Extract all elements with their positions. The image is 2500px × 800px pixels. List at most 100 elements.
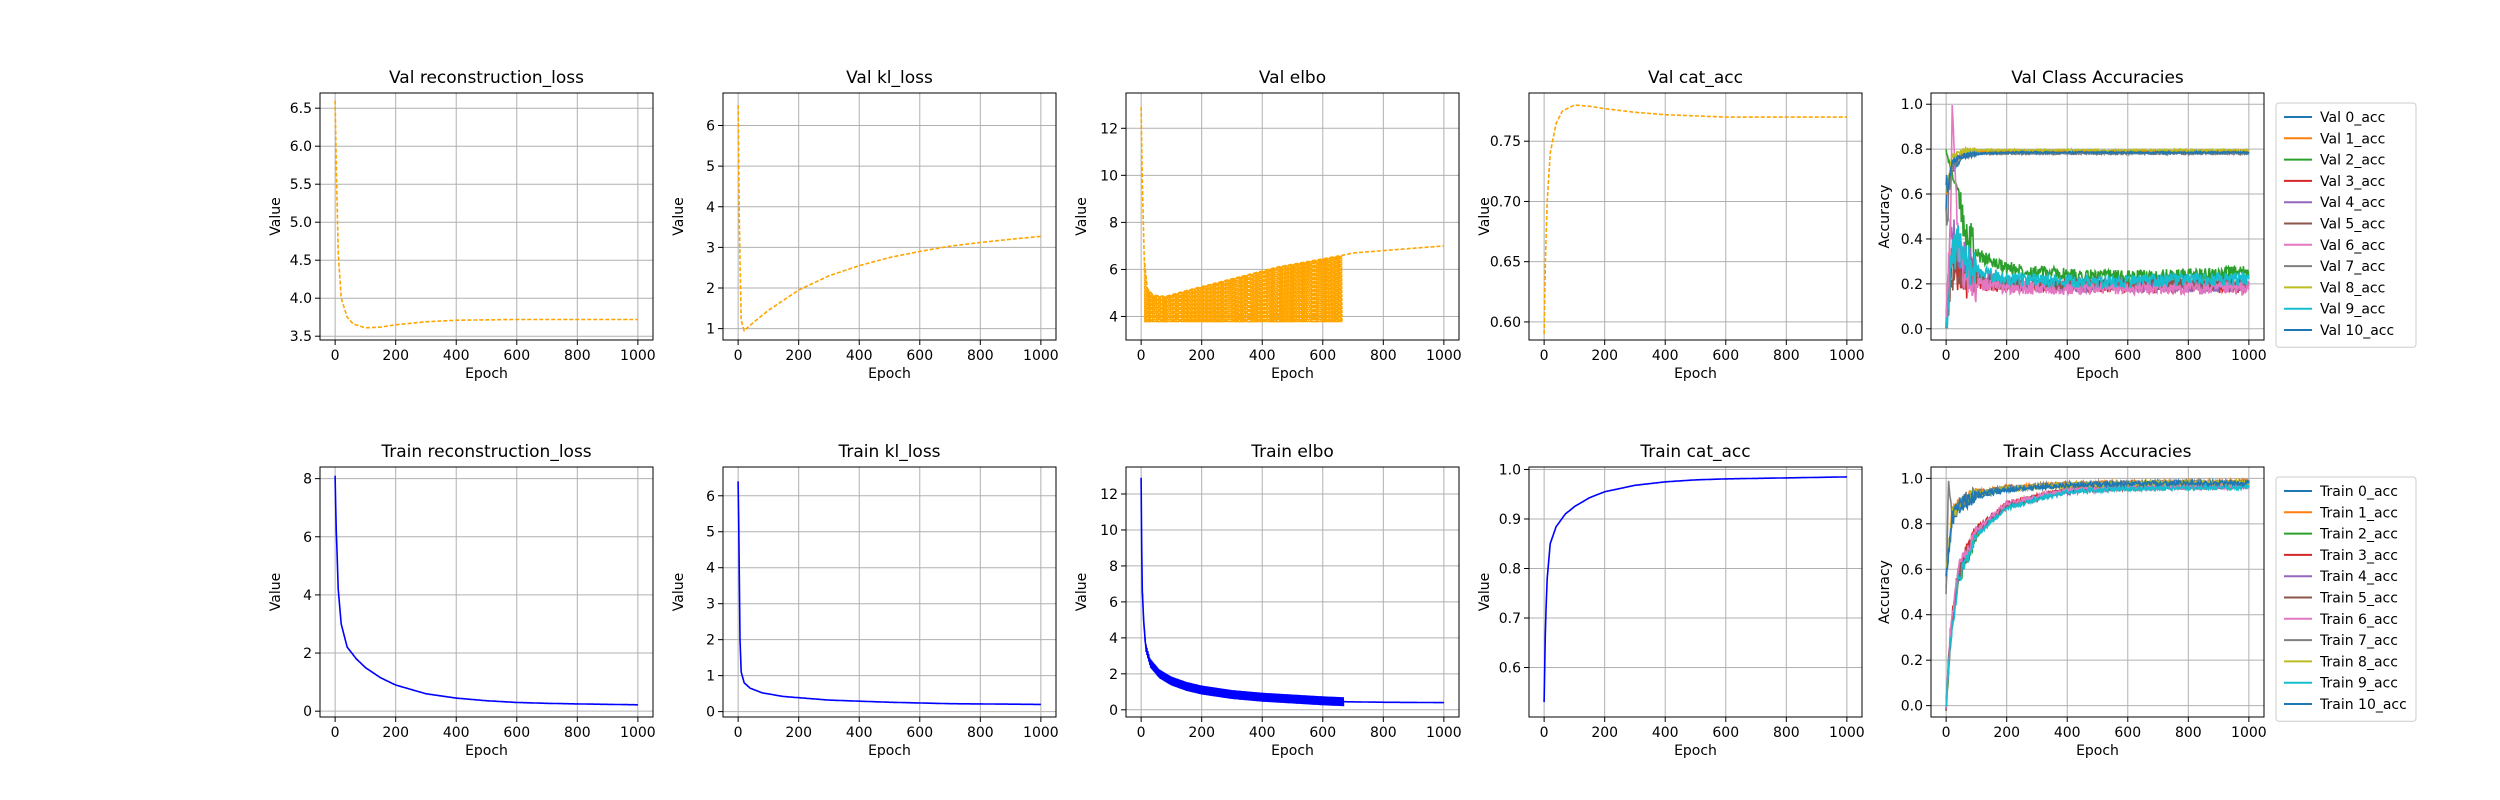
chart-title: Train cat_acc <box>1639 442 1750 462</box>
y-tick-label: 4 <box>1109 631 1118 647</box>
y-tick-label: 6 <box>1109 262 1118 278</box>
x-tick-label: 800 <box>1370 725 1397 741</box>
legend-label: Train 1_acc <box>2319 505 2398 521</box>
x-tick-label: 800 <box>564 348 591 364</box>
y-tick-label: 6 <box>706 119 715 135</box>
y-tick-label: 8 <box>1109 559 1118 575</box>
plot-area <box>334 100 638 329</box>
legend-label: Train 4_acc <box>2319 569 2398 585</box>
legend-label: Val 6_acc <box>2320 238 2385 254</box>
y-tick-label: 0.4 <box>1901 608 1923 624</box>
chart-val_recon: 0 200 400 600 800 1000 3.5 4.0 4.5 5.0 5.5 6.0 6.5 Va… <box>268 68 656 382</box>
series-line-val-kl-loss <box>737 105 1042 333</box>
x-tick-label: 200 <box>1188 725 1215 741</box>
chart-title: Val elbo <box>1259 68 1326 88</box>
legend-label: Val 0_acc <box>2320 110 2385 126</box>
y-tick-label: 2 <box>1109 667 1118 683</box>
x-tick-label: 1000 <box>620 725 656 741</box>
y-tick-label: 0.8 <box>1901 142 1923 158</box>
chart-train_class: 0 200 400 600 800 1000 0.0 0.2 0.4 0.6 0.8 1.0 Train… <box>1877 442 2417 759</box>
x-tick-label: 0 <box>1137 725 1146 741</box>
y-tick-label: 0 <box>303 704 312 720</box>
x-tick-label: 800 <box>564 725 591 741</box>
x-tick-label: 800 <box>1773 725 1800 741</box>
y-tick-label: 2 <box>303 646 312 662</box>
y-tick-label: 0.6 <box>1901 562 1923 578</box>
x-tick-label: 0 <box>734 348 743 364</box>
x-tick-label: 400 <box>1249 348 1276 364</box>
x-axis-label: Epoch <box>2076 366 2119 382</box>
x-tick-label: 600 <box>1712 725 1739 741</box>
x-axis-label: Epoch <box>868 366 911 382</box>
plot-area <box>1543 476 1847 703</box>
x-axis-label: Epoch <box>868 743 911 759</box>
chart-val_elbo: 0 200 400 600 800 1000 4 6 8 10 12 Val elbo Epoch Val… <box>1074 68 1462 382</box>
axes-frame <box>1528 92 1863 341</box>
y-tick-label: 0.2 <box>1901 277 1923 293</box>
axes-frame <box>1930 92 2265 341</box>
legend-label: Val 10_acc <box>2320 323 2394 339</box>
x-tick-label: 600 <box>906 348 933 364</box>
x-tick-label: 400 <box>1652 348 1679 364</box>
x-tick-label: 0 <box>734 725 743 741</box>
axes-frame <box>1930 466 2265 718</box>
x-tick-label: 800 <box>967 348 994 364</box>
y-tick-label: 0.70 <box>1490 194 1521 210</box>
legend-box <box>2275 476 2417 722</box>
x-tick-label: 800 <box>1370 348 1397 364</box>
series-line-val-10-acc <box>1945 149 2250 193</box>
chart-title: Train reconstruction_loss <box>380 442 591 462</box>
x-tick-label: 400 <box>443 725 470 741</box>
series-line-val-cat-acc <box>1543 104 1847 335</box>
legend: Train 0_acc Train 1_acc Train 2_acc Train 3… <box>2275 476 2417 722</box>
series-line-train-10-acc <box>1945 477 2250 577</box>
y-axis-label: Value <box>671 197 687 235</box>
y-tick-label: 6.5 <box>290 101 312 117</box>
x-tick-label: 800 <box>2175 725 2202 741</box>
series-line-val-6-acc <box>1945 104 2250 323</box>
y-tick-label: 0.65 <box>1490 255 1521 271</box>
x-axis-label: Epoch <box>1271 366 1314 382</box>
x-tick-label: 1000 <box>620 348 656 364</box>
y-tick-label: 0 <box>706 705 715 721</box>
y-axis-label: Value <box>1477 573 1493 611</box>
y-tick-label: 5.0 <box>290 215 312 231</box>
x-tick-label: 200 <box>382 348 409 364</box>
series-line-val-2-acc <box>1945 149 2250 286</box>
chart-title: Val Class Accuracies <box>2011 68 2184 88</box>
y-tick-label: 8 <box>1109 215 1118 231</box>
chart-train_recon: 0 200 400 600 800 1000 0 2 4 6 8 Train reconstructi… <box>268 442 656 759</box>
y-tick-label: 0.6 <box>1901 187 1923 203</box>
plot-area <box>1945 476 2250 711</box>
x-tick-label: 200 <box>1591 725 1618 741</box>
y-axis-label: Value <box>1074 197 1090 235</box>
y-tick-label: 1 <box>706 669 715 685</box>
y-axis-label: Value <box>268 197 284 235</box>
x-tick-label: 1000 <box>1426 348 1462 364</box>
chart-train_kl: 0 200 400 600 800 1000 0 1 2 3 4 5 6 Train kl_loss Epo… <box>671 442 1059 759</box>
y-tick-label: 0 <box>1109 703 1118 719</box>
axes-frame <box>1125 92 1460 341</box>
axes-frame <box>1125 466 1460 718</box>
series-line-train-9-acc <box>1945 483 2250 707</box>
x-tick-label: 1000 <box>1426 725 1462 741</box>
x-tick-label: 600 <box>2114 725 2141 741</box>
series-line-val-reconstruction-loss <box>334 100 638 329</box>
x-axis-label: Epoch <box>1674 743 1717 759</box>
y-axis-label: Accuracy <box>1877 185 1893 249</box>
x-axis-label: Epoch <box>1674 366 1717 382</box>
axes-frame <box>319 92 654 341</box>
y-tick-label: 4 <box>1109 309 1118 325</box>
x-tick-label: 200 <box>1591 348 1618 364</box>
chart-title: Val cat_acc <box>1648 68 1743 88</box>
series-line-val-7-acc <box>1945 150 2250 226</box>
y-tick-label: 4 <box>706 200 715 216</box>
legend-label: Val 2_acc <box>2320 153 2385 169</box>
y-axis-label: Value <box>671 573 687 611</box>
y-axis-label: Accuracy <box>1877 560 1893 624</box>
y-tick-label: 0.8 <box>1901 517 1923 533</box>
series-line-train-0-acc <box>1945 478 2249 588</box>
legend-label: Train 0_acc <box>2319 484 2398 500</box>
y-tick-label: 0.7 <box>1499 611 1521 627</box>
x-tick-label: 0 <box>331 348 340 364</box>
